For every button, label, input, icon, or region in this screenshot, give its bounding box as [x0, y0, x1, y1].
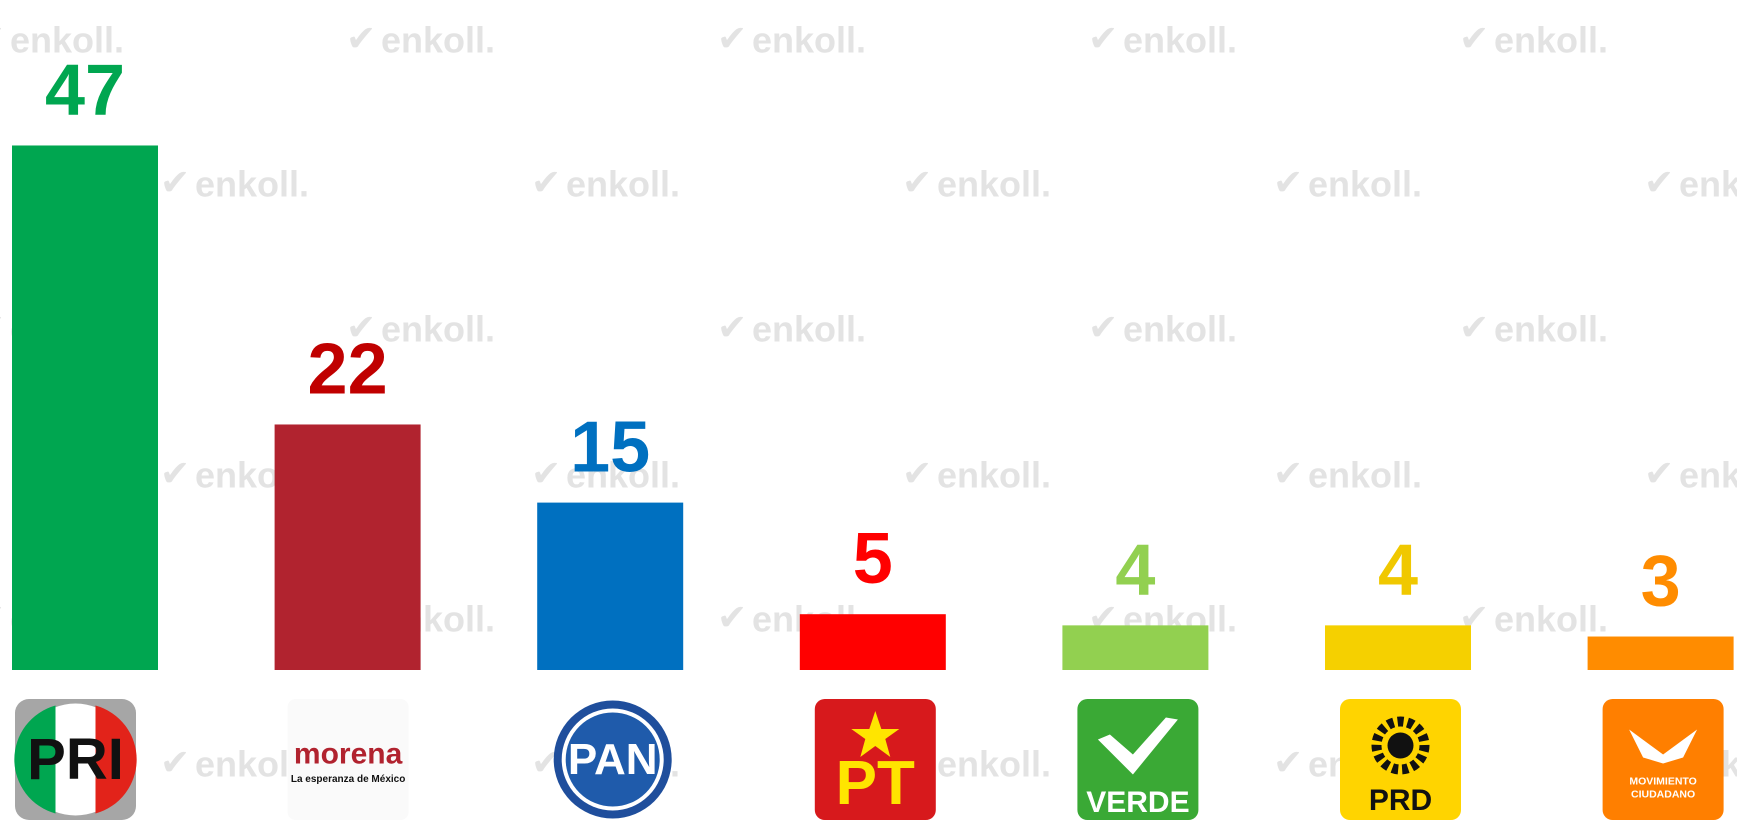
value-label: 4 — [1115, 530, 1155, 610]
watermark-icon: ✔ — [717, 18, 747, 59]
logo-word: MOVIMIENTO — [1629, 775, 1696, 787]
watermark: enkoll. — [1679, 164, 1737, 205]
watermark-icon: ✔ — [717, 307, 747, 348]
watermark: enkoll. — [1679, 455, 1737, 496]
watermark: enkoll. — [1494, 309, 1608, 350]
watermark: enkoll. — [1494, 599, 1608, 640]
watermark-icon: ✔ — [0, 597, 5, 638]
logo-text: morena — [294, 737, 403, 770]
value-label: 22 — [308, 329, 388, 409]
bar — [12, 145, 158, 671]
bar — [1062, 625, 1209, 670]
logo-eagle — [1629, 729, 1698, 764]
bar — [274, 424, 421, 670]
watermark: enkoll. — [752, 309, 866, 350]
logo-check — [1097, 717, 1178, 775]
watermark: enkoll. — [381, 309, 495, 350]
bar — [537, 502, 684, 670]
watermark: enkoll. — [937, 164, 1051, 205]
watermark-icon: ✔ — [346, 307, 376, 348]
bar — [799, 614, 946, 670]
watermark-icon: ✔ — [1088, 18, 1118, 59]
watermark-icon: ✔ — [346, 18, 376, 59]
watermark-icon: ✔ — [902, 453, 932, 494]
watermark: enkoll. — [1123, 309, 1237, 350]
watermark-icon: ✔ — [0, 18, 5, 59]
logo-text: PAN — [568, 735, 658, 784]
watermark-icon: ✔ — [160, 453, 190, 494]
logo-bg — [287, 699, 409, 820]
watermark: enkoll. — [1308, 164, 1422, 205]
watermark-icon: ✔ — [717, 597, 747, 638]
watermark-icon: ✔ — [1459, 307, 1489, 348]
logo-bg — [1340, 699, 1461, 820]
watermark-icon: ✔ — [1088, 307, 1118, 348]
watermark: enkoll. — [566, 455, 680, 496]
logo-text: VERDE — [1086, 786, 1189, 819]
logo-tagline: La esperanza de México — [291, 774, 406, 785]
value-label: 15 — [570, 408, 650, 488]
value-label: 5 — [853, 519, 893, 599]
watermark: enkoll. — [566, 164, 680, 205]
bar — [1587, 636, 1734, 670]
logo-word: CIUDADANO — [1631, 788, 1695, 800]
watermark-icon: ✔ — [902, 162, 932, 203]
watermark-icon: ✔ — [531, 453, 561, 494]
watermark: enkoll. — [381, 20, 495, 61]
logo-text: PRI — [27, 727, 124, 792]
watermark: enkoll. — [1123, 20, 1237, 61]
watermark-icon: ✔ — [1273, 453, 1303, 494]
bar — [1325, 625, 1471, 670]
logo-circle — [565, 712, 660, 807]
logo-text: MOVIMIENTO CIUDADANO — [1629, 775, 1696, 800]
watermark-icon: ✔ — [160, 162, 190, 203]
watermark-icon: ✔ — [531, 162, 561, 203]
watermark: enkoll. — [10, 20, 124, 61]
logo-text: PT — [836, 749, 915, 818]
logo-bg — [814, 699, 936, 820]
logo-star — [851, 711, 900, 757]
value-label: 47 — [45, 50, 125, 130]
watermark-icon: ✔ — [160, 742, 190, 783]
watermark: enkoll. — [937, 744, 1051, 785]
watermark-icon: ✔ — [0, 307, 5, 348]
watermark-icon: ✔ — [1644, 453, 1674, 494]
value-label: 4 — [1378, 530, 1418, 610]
logo-red — [95, 705, 137, 814]
watermark-icon: ✔ — [1273, 162, 1303, 203]
logo-sun — [1371, 716, 1430, 775]
watermark: enkoll. — [195, 164, 309, 205]
logo-text: PRD — [1369, 784, 1432, 817]
value-label: 3 — [1641, 542, 1681, 622]
watermark-icon: ✔ — [1273, 742, 1303, 783]
watermark-icon: ✔ — [1459, 18, 1489, 59]
watermark: enkoll. — [1494, 20, 1608, 61]
logo-sun-core — [1387, 732, 1414, 759]
watermark: enkoll. — [1308, 455, 1422, 496]
watermark: enkoll. — [937, 455, 1051, 496]
logo-green — [14, 705, 56, 814]
watermark-icon: ✔ — [1644, 162, 1674, 203]
watermark: enkoll. — [752, 20, 866, 61]
